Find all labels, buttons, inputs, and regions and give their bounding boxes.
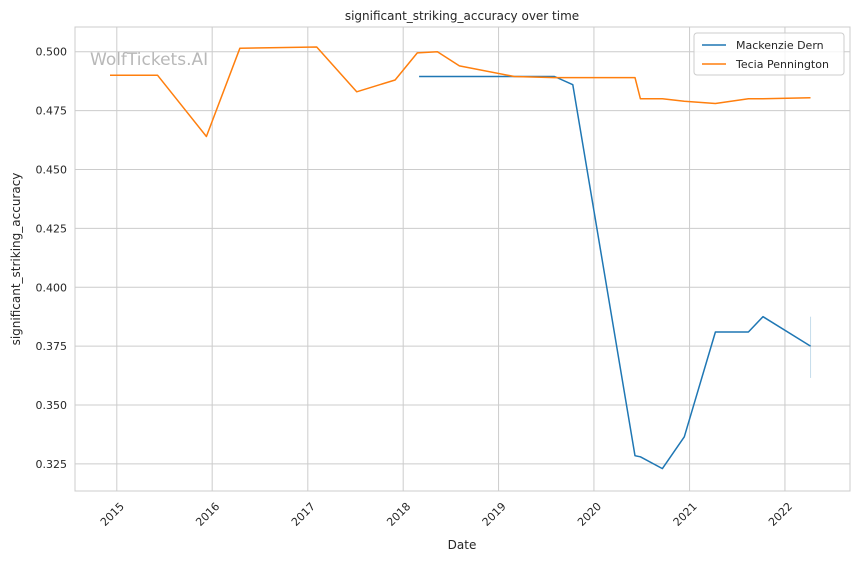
x-tick-labels: 2015 2016 2017 2018 2019 2020 2021 2022 xyxy=(98,500,795,529)
x-axis-label: Date xyxy=(448,538,477,552)
x-tick-label: 2022 xyxy=(766,500,795,529)
x-tick-label: 2021 xyxy=(671,500,700,529)
y-tick-label: 0.375 xyxy=(36,340,68,353)
x-tick-label: 2020 xyxy=(575,500,604,529)
y-gridlines xyxy=(75,51,850,465)
y-tick-labels: 0.325 0.350 0.375 0.400 0.425 0.450 0.475 0.500 xyxy=(36,46,68,471)
chart-title: significant_striking_accuracy over time xyxy=(345,9,579,23)
legend-label-tecia-pennington: Tecia Pennington xyxy=(735,58,829,71)
legend: Mackenzie Dern Tecia Pennington xyxy=(693,32,845,76)
x-tick-label: 2016 xyxy=(193,500,222,529)
y-tick-label: 0.450 xyxy=(36,163,68,176)
plot-frame xyxy=(74,26,851,492)
y-axis-label: significant_striking_accuracy xyxy=(9,173,23,346)
y-tick-label: 0.400 xyxy=(36,281,68,294)
x-gridlines xyxy=(116,27,786,491)
x-tick-label: 2018 xyxy=(384,500,413,529)
x-tick-label: 2017 xyxy=(289,500,318,529)
legend-label-mackenzie-dern: Mackenzie Dern xyxy=(736,39,824,52)
series-line-mackenzie-dern xyxy=(419,75,811,470)
y-tick-label: 0.425 xyxy=(36,222,68,235)
watermark-text: WolfTickets.AI xyxy=(90,50,208,70)
series-layer xyxy=(110,46,812,470)
y-tick-label: 0.475 xyxy=(36,105,68,118)
y-tick-label: 0.350 xyxy=(36,399,68,412)
plot-area xyxy=(75,27,850,491)
x-tick-label: 2015 xyxy=(98,500,127,529)
y-tick-label: 0.500 xyxy=(36,46,68,59)
x-tick-label: 2019 xyxy=(480,500,509,529)
y-tick-label: 0.325 xyxy=(36,458,68,471)
legend-box xyxy=(693,32,845,76)
series-line-tecia-pennington xyxy=(110,46,811,138)
